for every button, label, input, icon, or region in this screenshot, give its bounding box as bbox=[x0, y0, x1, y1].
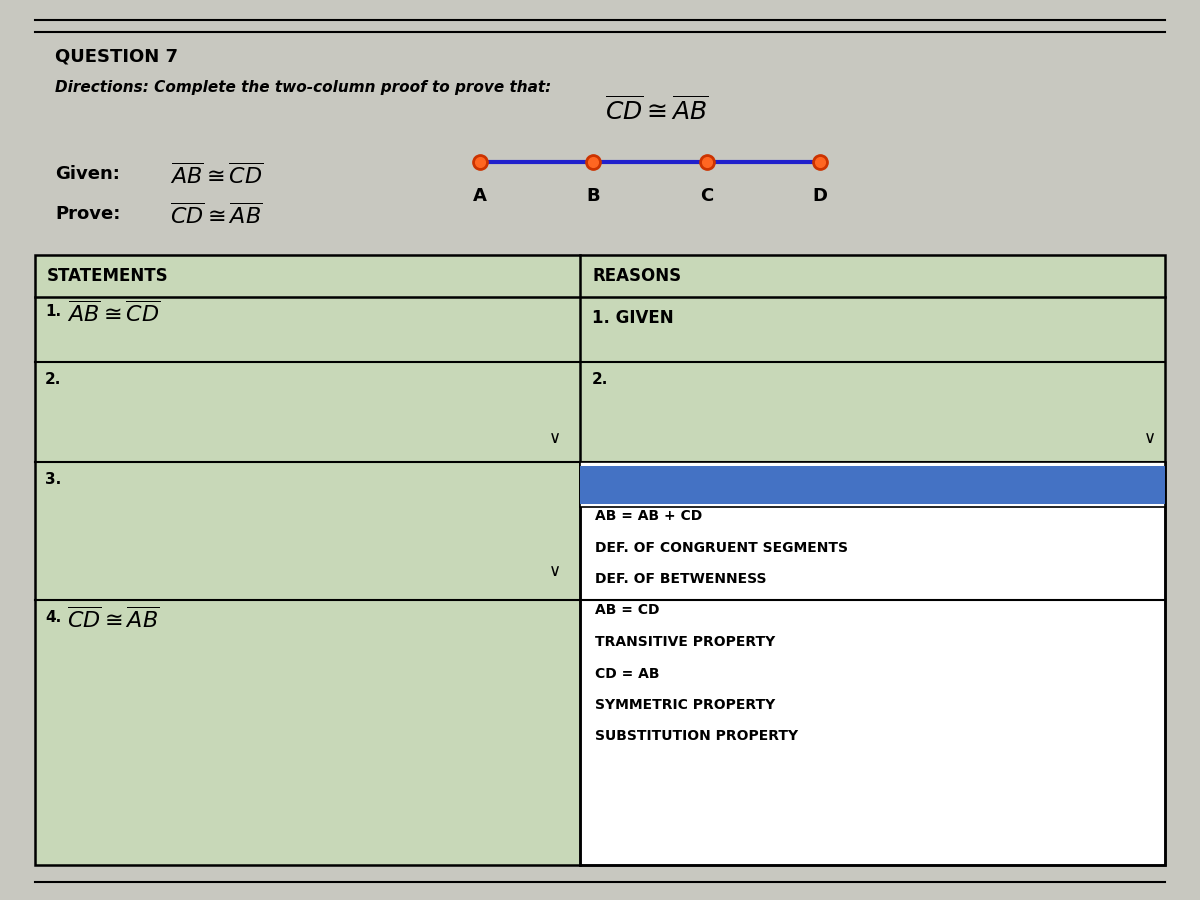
Bar bbox=[35, 255, 1165, 865]
Text: DEF. OF BETWENNESS: DEF. OF BETWENNESS bbox=[595, 572, 767, 586]
Text: 3.: 3. bbox=[46, 472, 61, 487]
Text: SYMMETRIC PROPERTY: SYMMETRIC PROPERTY bbox=[595, 698, 775, 712]
Text: 1.: 1. bbox=[46, 304, 61, 319]
Text: 2.: 2. bbox=[46, 372, 61, 387]
Text: C: C bbox=[700, 187, 713, 205]
Text: TRANSITIVE PROPERTY: TRANSITIVE PROPERTY bbox=[595, 635, 775, 649]
Text: ∨: ∨ bbox=[1144, 429, 1156, 447]
Text: A: A bbox=[473, 187, 487, 205]
Text: $\overline{CD} \cong \overline{AB}$: $\overline{CD} \cong \overline{AB}$ bbox=[67, 607, 160, 633]
Text: STATEMENTS: STATEMENTS bbox=[47, 267, 169, 285]
Text: 2.: 2. bbox=[592, 372, 608, 387]
Text: 1. GIVEN: 1. GIVEN bbox=[592, 309, 673, 327]
Text: Given:: Given: bbox=[55, 165, 120, 183]
Text: $\overline{CD} \cong \overline{AB}$: $\overline{CD} \cong \overline{AB}$ bbox=[605, 96, 709, 125]
Text: CD = AB: CD = AB bbox=[595, 667, 660, 680]
Text: D: D bbox=[812, 187, 828, 205]
Text: Prove:: Prove: bbox=[55, 205, 120, 223]
Bar bbox=[580, 462, 1165, 865]
Text: Directions: Complete the two-column proof to prove that:: Directions: Complete the two-column proo… bbox=[55, 80, 551, 95]
Text: $\overline{AB} \cong \overline{CD}$: $\overline{AB} \cong \overline{CD}$ bbox=[170, 163, 264, 188]
Bar bbox=[35, 255, 1165, 865]
Text: AB = CD: AB = CD bbox=[595, 604, 660, 617]
Bar bbox=[580, 465, 1165, 503]
Text: ∨: ∨ bbox=[548, 429, 562, 447]
Text: $\overline{AB} \cong \overline{CD}$: $\overline{AB} \cong \overline{CD}$ bbox=[67, 301, 161, 327]
Text: ∨: ∨ bbox=[548, 562, 562, 580]
Text: REASONS: REASONS bbox=[592, 267, 682, 285]
Text: B: B bbox=[587, 187, 600, 205]
Text: DEF. OF CONGRUENT SEGMENTS: DEF. OF CONGRUENT SEGMENTS bbox=[595, 541, 848, 554]
Text: 4.: 4. bbox=[46, 610, 61, 625]
Text: QUESTION 7: QUESTION 7 bbox=[55, 48, 178, 66]
Bar bbox=[580, 462, 1165, 507]
Bar bbox=[580, 462, 1165, 504]
Text: $\overline{CD} \cong \overline{AB}$: $\overline{CD} \cong \overline{AB}$ bbox=[170, 203, 263, 229]
Text: SUBSTITUTION PROPERTY: SUBSTITUTION PROPERTY bbox=[595, 730, 798, 743]
Text: AB = AB + CD: AB = AB + CD bbox=[595, 509, 702, 523]
